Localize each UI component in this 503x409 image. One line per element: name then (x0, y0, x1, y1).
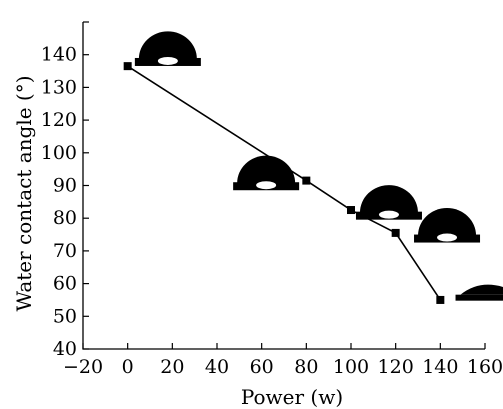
y-axis-title: Water contact angle (°) (12, 75, 36, 311)
y-tick-label: 130 (41, 76, 77, 98)
droplet-image (455, 284, 503, 301)
data-point (347, 206, 355, 215)
x-tick-label: −20 (63, 356, 103, 378)
x-tick-label: 80 (294, 356, 318, 378)
droplet-images (134, 31, 503, 301)
droplet-base (455, 294, 503, 301)
x-tick-label: 160 (467, 356, 503, 378)
x-tick-label: 20 (160, 356, 184, 378)
droplet-cap (460, 284, 503, 295)
droplet-image (355, 185, 422, 220)
droplet-cap (359, 185, 418, 213)
droplet-image (134, 31, 201, 66)
y-tick-label: 40 (53, 338, 77, 360)
droplet-image (414, 208, 481, 243)
y-tick-label: 80 (53, 207, 77, 229)
data-point (391, 228, 400, 237)
droplet-highlight (378, 210, 399, 219)
x-tick-label: 60 (250, 356, 274, 378)
y-tick-label: 120 (41, 109, 77, 131)
y-tick-label: 70 (53, 240, 77, 262)
data-series (123, 62, 445, 304)
y-tick-label: 100 (41, 142, 77, 164)
axes: 40 50 60 70 80 90 100 120 130 140 −20 0 20 40 60 80 100 1… (41, 21, 503, 378)
data-point (302, 176, 311, 185)
y-tick-label: 90 (53, 175, 77, 197)
x-axis-title: Power (w) (241, 385, 343, 409)
droplet-image (233, 155, 300, 191)
x-tick-label: 120 (378, 356, 414, 378)
droplet-highlight (157, 56, 178, 65)
droplet-highlight (437, 233, 458, 242)
x-tick-label: 40 (205, 356, 229, 378)
y-tick-label: 50 (53, 305, 77, 327)
droplet-cap (418, 208, 477, 236)
data-point (436, 295, 445, 304)
data-point (123, 62, 132, 71)
droplet-highlight (256, 181, 277, 190)
droplet-cap (138, 31, 197, 59)
y-tick-label: 60 (53, 273, 77, 295)
x-tick-label: 0 (122, 356, 134, 378)
x-tick-label: 140 (422, 356, 458, 378)
droplet-cap (237, 155, 296, 184)
x-tick-label: 100 (333, 356, 369, 378)
y-tick-label: 140 (41, 44, 77, 66)
